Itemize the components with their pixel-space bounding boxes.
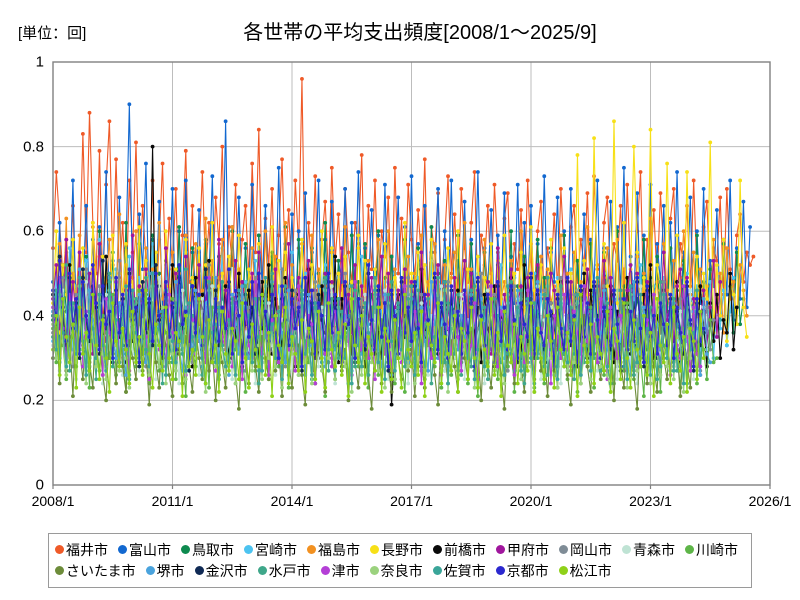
legend-label: 甲府市 <box>507 541 549 558</box>
legend-item-水戸市[interactable]: 水戸市 <box>257 562 311 579</box>
legend-marker-icon <box>320 566 330 575</box>
x-tick-label: 2011/1 <box>151 493 194 509</box>
legend-marker-icon <box>369 566 379 575</box>
x-tick-label: 2017/1 <box>390 493 433 509</box>
x-tick-label: 2020/1 <box>509 493 553 509</box>
legend-marker-icon <box>622 545 631 554</box>
legend-label: 京都市 <box>506 562 549 579</box>
y-tick-label: 1 <box>35 53 44 71</box>
legend-marker-icon <box>257 566 267 575</box>
legend-item-富山市[interactable]: 富山市 <box>118 543 171 557</box>
legend-item-川崎市[interactable]: 川崎市 <box>685 543 738 557</box>
legend-marker-icon <box>55 545 64 554</box>
legend-marker-icon <box>370 545 379 554</box>
legend-marker-icon <box>685 545 694 554</box>
x-tick-label: 2023/1 <box>629 493 672 509</box>
legend-marker-icon <box>181 545 190 554</box>
legend-marker-icon <box>244 545 253 554</box>
legend-label: 前橋市 <box>444 541 486 558</box>
unit-label: [単位：回] <box>18 25 87 42</box>
legend-label: 松江市 <box>569 562 612 579</box>
legend-label: 青森市 <box>633 541 675 558</box>
y-tick-label: 0.8 <box>23 138 44 156</box>
legend-marker-icon <box>307 545 316 554</box>
legend-item-金沢市[interactable]: 金沢市 <box>194 562 248 579</box>
legend-label: さいたま市 <box>66 562 136 579</box>
legend-marker-icon <box>55 566 64 575</box>
legend-item-前橋市[interactable]: 前橋市 <box>433 543 486 557</box>
legend-label: 長野市 <box>381 541 423 558</box>
legend-marker-icon <box>432 566 442 575</box>
legend-row: 福井市 富山市 鳥取市 宮崎市 福島市 長野市 前橋市 甲府市 岡山市 青森市 川崎市 <box>55 539 745 560</box>
x-tick-label: 2008/1 <box>31 493 75 509</box>
legend-label: 岡山市 <box>570 541 612 558</box>
y-tick-label: 0 <box>35 476 44 494</box>
legend-item-長野市[interactable]: 長野市 <box>370 543 423 557</box>
legend-label: 堺市 <box>156 562 185 579</box>
legend-item-堺市[interactable]: 堺市 <box>145 562 185 579</box>
y-tick-label: 0.6 <box>23 222 44 240</box>
legend-marker-icon <box>194 566 204 575</box>
legend-item-津市[interactable]: 津市 <box>320 562 360 579</box>
y-tick-label: 0.2 <box>23 391 44 409</box>
legend-item-甲府市[interactable]: 甲府市 <box>496 543 549 557</box>
legend-label: 水戸市 <box>268 562 311 579</box>
line-chart-svg <box>51 61 771 489</box>
legend-label: 川崎市 <box>696 541 738 558</box>
legend-item-岡山市[interactable]: 岡山市 <box>559 543 612 557</box>
legend-item-鳥取市[interactable]: 鳥取市 <box>181 543 234 557</box>
legend-marker-icon <box>118 545 127 554</box>
chart-legend: 福井市 富山市 鳥取市 宮崎市 福島市 長野市 前橋市 甲府市 岡山市 青森市 川崎市さいたま市 堺市… <box>48 533 752 588</box>
legend-item-福井市[interactable]: 福井市 <box>55 543 108 557</box>
legend-label: 宮崎市 <box>255 541 297 558</box>
legend-row: さいたま市 堺市 金沢市 水戸市 津市 奈良市 佐賀市 京都市 松江市 <box>55 560 745 581</box>
legend-item-青森市[interactable]: 青森市 <box>622 543 675 557</box>
plot-area: 0 0.2 0.4 0.6 0.8 1 2008/1 2011/1 2014/1 2017/1 2… <box>23 53 792 510</box>
legend-label: 佐賀市 <box>443 562 486 579</box>
legend-item-佐賀市[interactable]: 佐賀市 <box>432 562 486 579</box>
legend-marker-icon <box>433 545 442 554</box>
legend-marker-icon <box>558 566 568 575</box>
legend-item-松江市[interactable]: 松江市 <box>558 562 612 579</box>
page-title: 各世帯の平均支出頻度[2008/1～2025/9] <box>243 22 597 44</box>
x-tick-label: 2014/1 <box>270 493 314 509</box>
legend-marker-icon <box>496 545 505 554</box>
x-tick-label: 2026/1 <box>748 493 792 509</box>
legend-marker-icon <box>559 545 568 554</box>
legend-label: 富山市 <box>129 541 171 558</box>
legend-item-さいたま市[interactable]: さいたま市 <box>55 564 136 578</box>
legend-label: 鳥取市 <box>192 541 234 558</box>
legend-item-奈良市[interactable]: 奈良市 <box>369 562 423 579</box>
legend-marker-icon <box>495 566 505 575</box>
legend-marker-icon <box>145 566 155 575</box>
legend-item-京都市[interactable]: 京都市 <box>495 562 549 579</box>
legend-label: 金沢市 <box>205 562 248 579</box>
legend-label: 奈良市 <box>380 562 423 579</box>
legend-label: 福井市 <box>66 541 108 558</box>
legend-item-宮崎市[interactable]: 宮崎市 <box>244 543 297 557</box>
legend-label: 津市 <box>331 562 360 579</box>
legend-label: 福島市 <box>318 541 360 558</box>
legend-item-福島市[interactable]: 福島市 <box>307 543 360 557</box>
y-tick-label: 0.4 <box>23 307 44 325</box>
